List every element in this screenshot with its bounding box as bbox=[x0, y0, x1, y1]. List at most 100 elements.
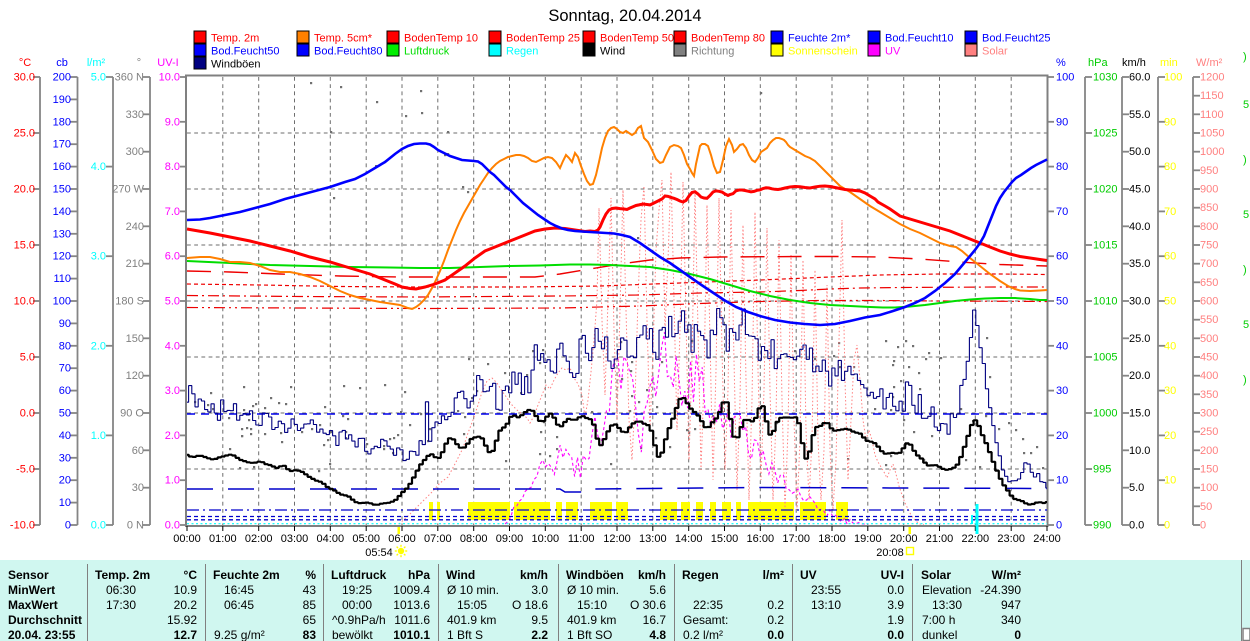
svg-text:18:00: 18:00 bbox=[818, 533, 846, 545]
svg-text:1200: 1200 bbox=[1200, 72, 1224, 84]
svg-text:13:10: 13:10 bbox=[811, 598, 841, 612]
svg-text:15.92: 15.92 bbox=[167, 613, 197, 627]
svg-text:05:54: 05:54 bbox=[365, 547, 393, 559]
svg-text:0.0: 0.0 bbox=[20, 408, 35, 420]
svg-text:15:00: 15:00 bbox=[711, 533, 739, 545]
svg-text:22:00: 22:00 bbox=[962, 533, 990, 545]
svg-text:3.9: 3.9 bbox=[887, 598, 904, 612]
svg-text:170: 170 bbox=[53, 139, 71, 151]
svg-text:120: 120 bbox=[53, 251, 71, 263]
svg-text:270 W: 270 W bbox=[112, 184, 144, 196]
svg-text:19:00: 19:00 bbox=[854, 533, 882, 545]
svg-text:16:00: 16:00 bbox=[747, 533, 775, 545]
svg-text:08:00: 08:00 bbox=[460, 533, 488, 545]
svg-text:cb: cb bbox=[56, 57, 68, 69]
svg-text:11:00: 11:00 bbox=[568, 533, 595, 545]
svg-text:1025: 1025 bbox=[1093, 128, 1117, 140]
svg-text:10: 10 bbox=[1056, 475, 1068, 487]
svg-text:10.0: 10.0 bbox=[159, 72, 180, 84]
svg-text:15:05: 15:05 bbox=[457, 598, 487, 612]
svg-text:09:00: 09:00 bbox=[496, 533, 524, 545]
svg-text:9.0: 9.0 bbox=[165, 116, 180, 128]
svg-text:2.2: 2.2 bbox=[531, 628, 548, 641]
svg-text:1009.4: 1009.4 bbox=[393, 583, 430, 597]
svg-text:30: 30 bbox=[1164, 385, 1176, 397]
svg-text:07:00: 07:00 bbox=[424, 533, 452, 545]
svg-text:1005: 1005 bbox=[1093, 352, 1117, 364]
svg-text:700: 700 bbox=[1200, 258, 1218, 270]
svg-text:12.7: 12.7 bbox=[174, 628, 198, 641]
svg-text:9.25 g/m²: 9.25 g/m² bbox=[214, 628, 265, 641]
svg-text:W/m²: W/m² bbox=[992, 568, 1021, 582]
svg-text:65: 65 bbox=[303, 613, 317, 627]
svg-text:20.0: 20.0 bbox=[1129, 370, 1150, 382]
svg-text:Sonnenschein: Sonnenschein bbox=[788, 46, 858, 58]
svg-text:Feuchte 2m*: Feuchte 2m* bbox=[788, 33, 851, 45]
svg-text:06:45: 06:45 bbox=[224, 598, 254, 612]
svg-text:1 Bft S: 1 Bft S bbox=[447, 628, 483, 641]
svg-text:3.0: 3.0 bbox=[165, 385, 180, 397]
svg-text:6.0: 6.0 bbox=[165, 251, 180, 263]
svg-text:3.0: 3.0 bbox=[91, 251, 106, 263]
svg-text:°C: °C bbox=[19, 57, 31, 69]
svg-text:350: 350 bbox=[1200, 389, 1218, 401]
svg-text:hPa: hPa bbox=[408, 568, 430, 582]
svg-text:Feuchte 2m: Feuchte 2m bbox=[213, 568, 280, 582]
svg-text:550: 550 bbox=[1200, 314, 1218, 326]
svg-text:hPa: hPa bbox=[1088, 57, 1108, 69]
svg-text:0: 0 bbox=[65, 520, 71, 532]
svg-text:0: 0 bbox=[1014, 628, 1021, 641]
svg-text:60: 60 bbox=[59, 385, 71, 397]
svg-text:5.0: 5.0 bbox=[20, 352, 35, 364]
svg-text:800: 800 bbox=[1200, 221, 1218, 233]
svg-text:120: 120 bbox=[126, 370, 144, 382]
svg-text:19:25: 19:25 bbox=[342, 583, 372, 597]
svg-text:60: 60 bbox=[132, 445, 144, 457]
svg-text:500: 500 bbox=[1200, 333, 1218, 345]
svg-text:BodenTemp 50: BodenTemp 50 bbox=[600, 33, 674, 45]
svg-text:1 Bft SO: 1 Bft SO bbox=[567, 628, 612, 641]
svg-text:km/h: km/h bbox=[520, 568, 548, 582]
svg-text:^0.9hPa/h: ^0.9hPa/h bbox=[332, 613, 386, 627]
svg-text:1050: 1050 bbox=[1200, 128, 1224, 140]
svg-text:02:00: 02:00 bbox=[245, 533, 273, 545]
svg-text:850: 850 bbox=[1200, 202, 1218, 214]
svg-text:50: 50 bbox=[59, 408, 71, 420]
svg-text:17:30: 17:30 bbox=[106, 598, 136, 612]
svg-text:MinWert: MinWert bbox=[8, 583, 55, 597]
svg-text:10.0: 10.0 bbox=[1129, 445, 1150, 457]
svg-text:80: 80 bbox=[1164, 161, 1176, 173]
svg-text:Temp. 2m: Temp. 2m bbox=[95, 568, 150, 582]
svg-text:950: 950 bbox=[1200, 165, 1218, 177]
svg-text:km/h: km/h bbox=[1122, 57, 1146, 69]
svg-text:200: 200 bbox=[1200, 445, 1218, 457]
svg-text:%: % bbox=[1056, 57, 1066, 69]
svg-text:1.0: 1.0 bbox=[91, 430, 106, 442]
svg-text:750: 750 bbox=[1200, 240, 1218, 252]
svg-text:00:00: 00:00 bbox=[173, 533, 201, 545]
svg-text:5: 5 bbox=[1243, 99, 1249, 111]
svg-text:200: 200 bbox=[53, 72, 71, 84]
svg-text:20.04. 23:55: 20.04. 23:55 bbox=[8, 628, 76, 641]
svg-text:0: 0 bbox=[1056, 520, 1062, 532]
svg-text:100: 100 bbox=[1200, 482, 1218, 494]
svg-text:150: 150 bbox=[126, 333, 144, 345]
svg-text:-10.0: -10.0 bbox=[10, 520, 35, 532]
svg-text:Windböen: Windböen bbox=[211, 59, 261, 71]
svg-text:40: 40 bbox=[1164, 340, 1176, 352]
svg-text:0.0: 0.0 bbox=[91, 520, 106, 532]
svg-text:401.9 km: 401.9 km bbox=[567, 613, 616, 627]
svg-text:7:00 h: 7:00 h bbox=[922, 613, 955, 627]
svg-text:90: 90 bbox=[59, 318, 71, 330]
svg-text:55.0: 55.0 bbox=[1129, 109, 1150, 121]
svg-text:83: 83 bbox=[303, 628, 317, 641]
svg-text:Temp. 5cm*: Temp. 5cm* bbox=[314, 33, 373, 45]
svg-text:21:00: 21:00 bbox=[926, 533, 954, 545]
svg-text:Bod.Feucht25: Bod.Feucht25 bbox=[982, 33, 1051, 45]
svg-text:): ) bbox=[1243, 154, 1247, 166]
svg-text:16:45: 16:45 bbox=[224, 583, 254, 597]
svg-text:15.0: 15.0 bbox=[1129, 408, 1150, 420]
svg-text:330: 330 bbox=[126, 109, 144, 121]
svg-text:): ) bbox=[1243, 264, 1247, 276]
svg-text:30: 30 bbox=[132, 482, 144, 494]
